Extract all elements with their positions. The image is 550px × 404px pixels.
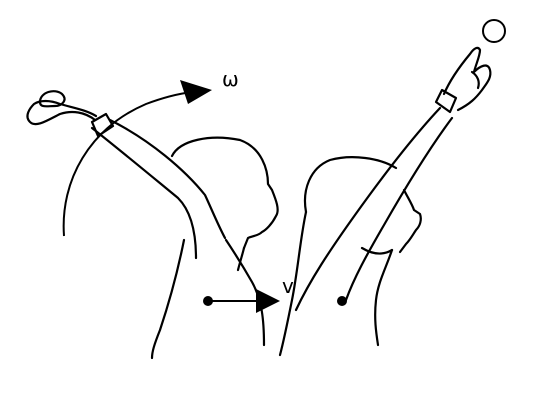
- right-center-dot: [337, 296, 347, 306]
- right-figure-face: [398, 188, 422, 254]
- omega-label: ω: [222, 67, 239, 91]
- left-figure-wristband: [90, 112, 115, 138]
- velocity-label: v: [282, 274, 294, 298]
- left-figure-head: [170, 136, 279, 250]
- left-figure-arm-inner: [108, 118, 227, 240]
- angular-velocity-indicator: ω: [62, 67, 239, 237]
- right-figure-wristband: [434, 88, 458, 114]
- left-figure-throat: [236, 246, 246, 272]
- right-figure-shoulder: [360, 246, 394, 255]
- rotation-arrowhead: [180, 80, 212, 104]
- velocity-arrowhead: [256, 289, 280, 313]
- linear-velocity-indicator: v: [203, 274, 347, 313]
- left-ball: [38, 90, 66, 108]
- left-figure-torso-right: [224, 238, 266, 347]
- left-figure-arm: [90, 126, 198, 260]
- right-figure-torso-right: [374, 248, 394, 347]
- right-figure-arm-outer: [294, 106, 442, 312]
- right-figure: [278, 46, 492, 357]
- right-figure-torso-left: [278, 210, 308, 357]
- right-figure-arm-inner: [344, 116, 454, 302]
- right-figure-head: [304, 156, 398, 214]
- right-figure-hand: [442, 46, 492, 112]
- rotation-arc: [62, 91, 193, 237]
- right-figure-finger: [470, 70, 480, 90]
- left-figure: [26, 90, 279, 360]
- released-ball: [482, 19, 506, 43]
- left-figure-fist: [26, 99, 98, 126]
- left-figure-torso-left: [150, 238, 186, 360]
- left-center-dot: [203, 296, 213, 306]
